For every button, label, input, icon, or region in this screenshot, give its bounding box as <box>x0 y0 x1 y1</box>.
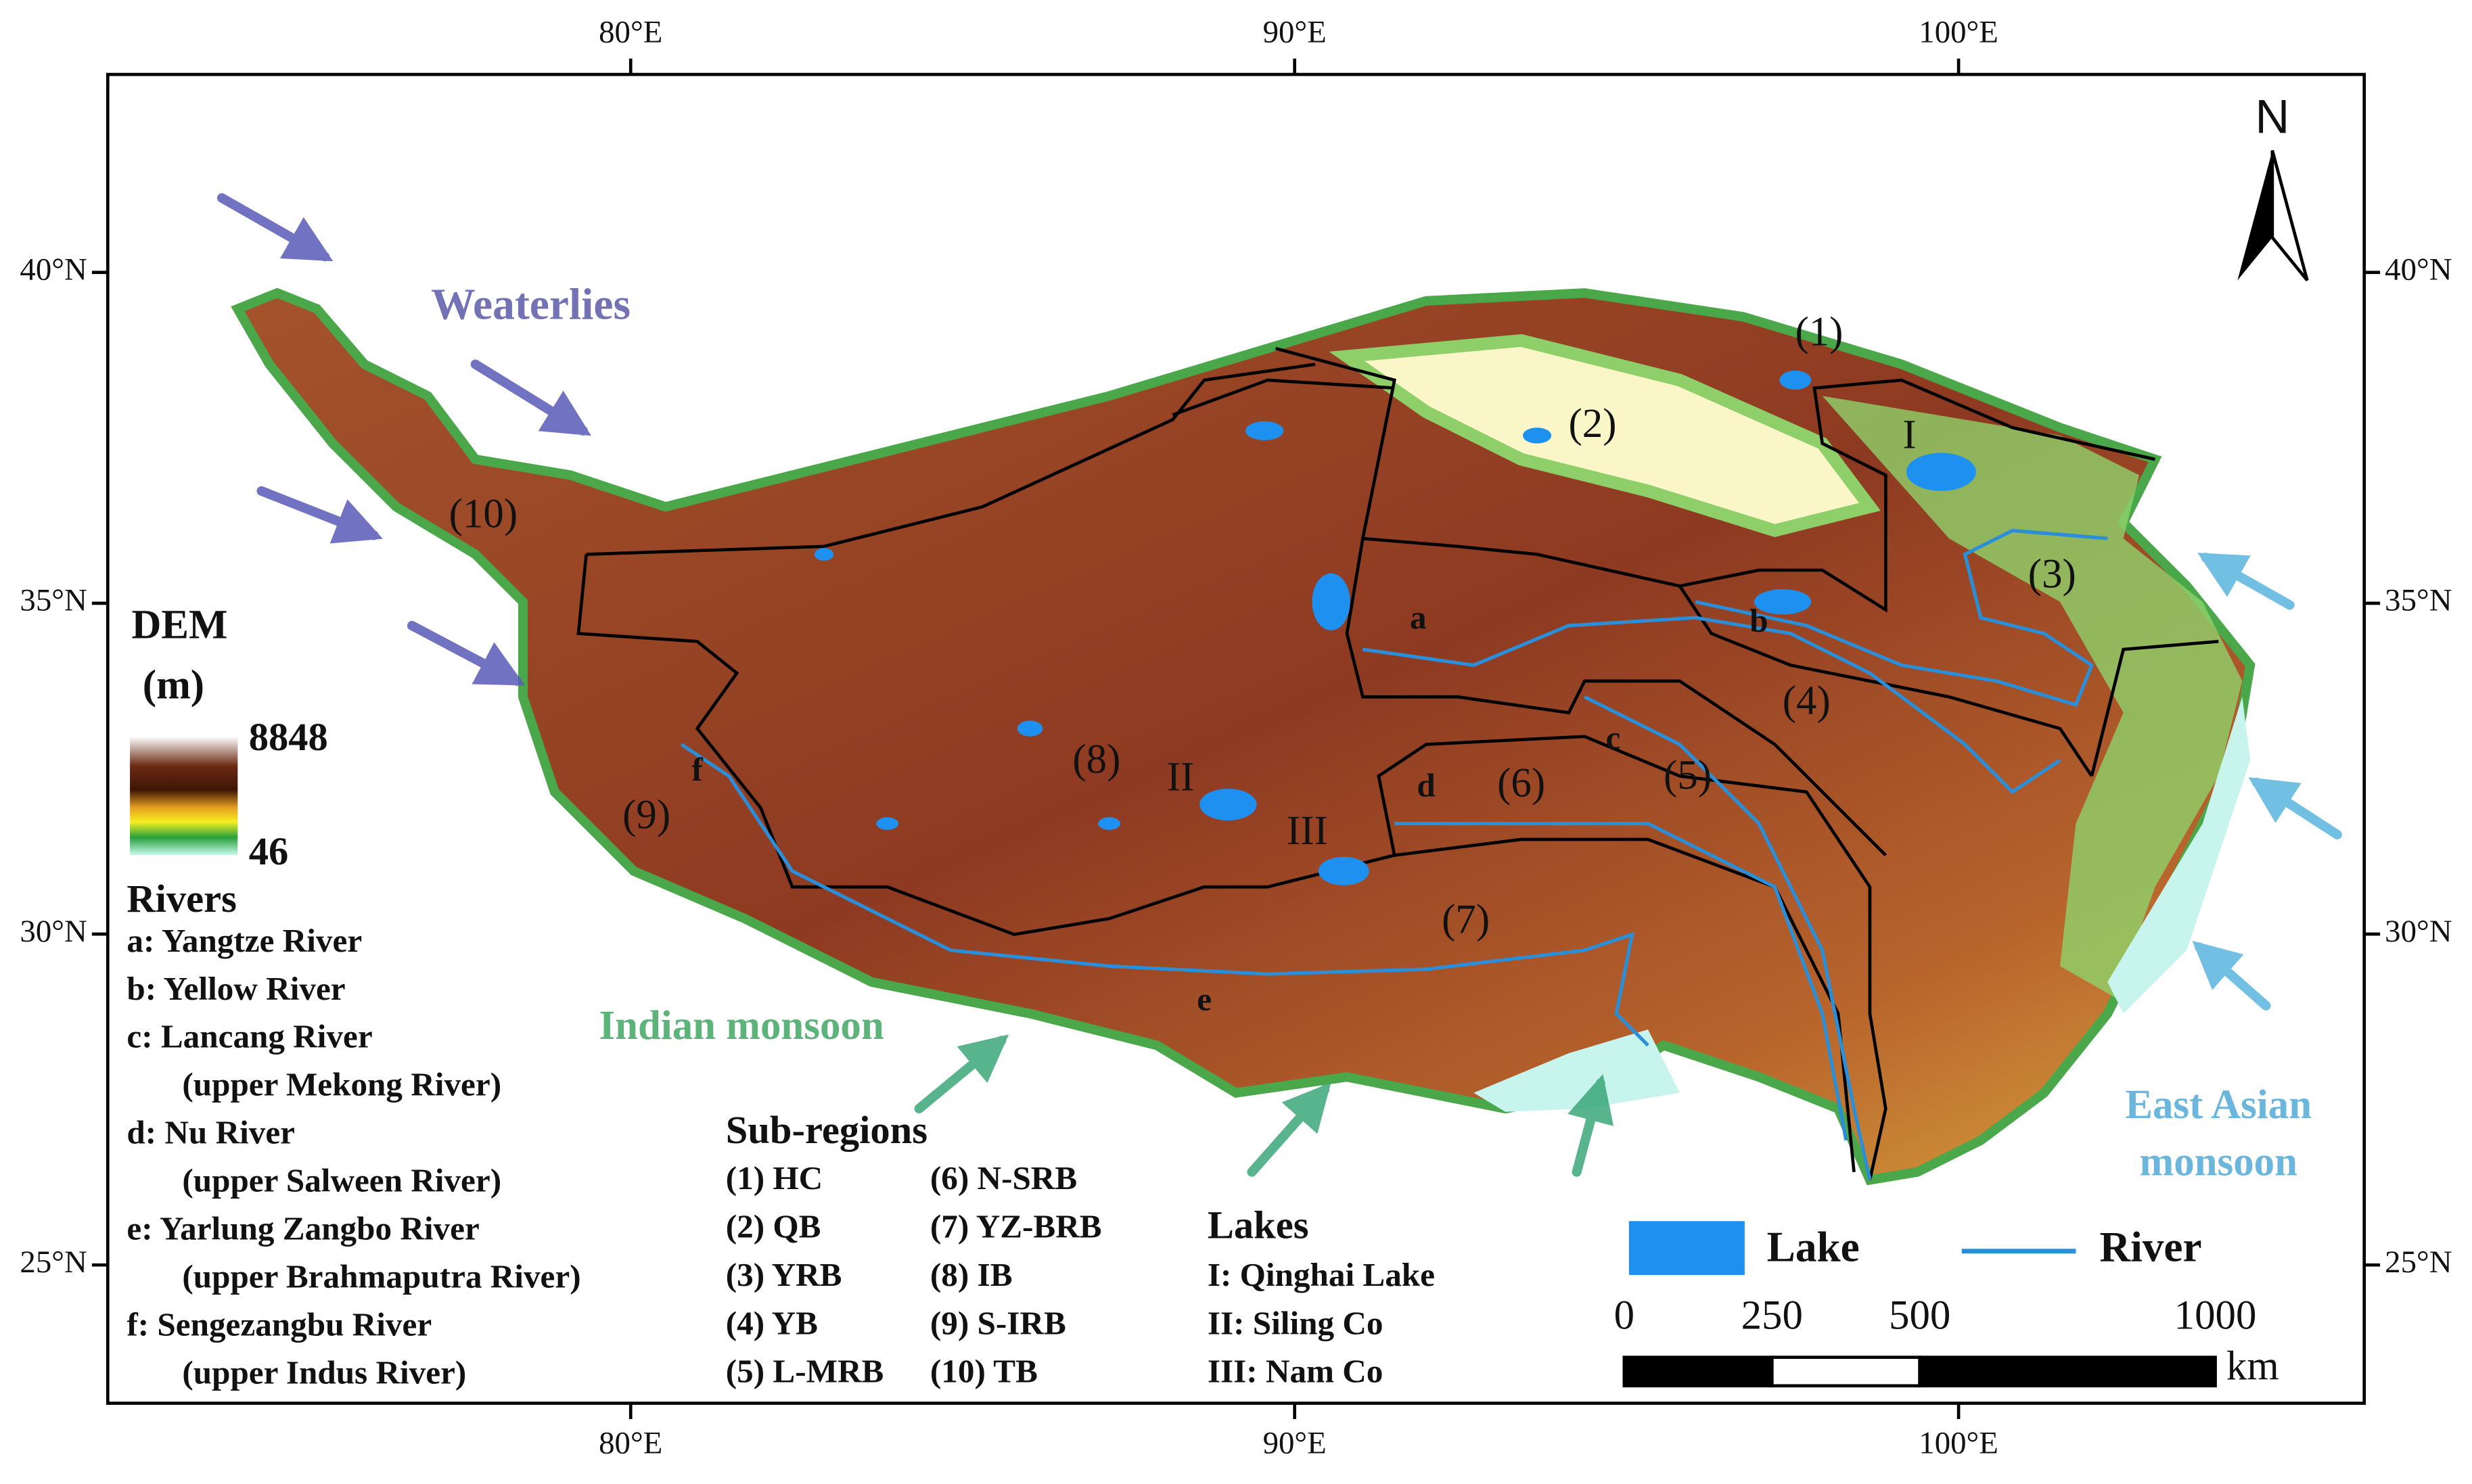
map-label: f <box>691 751 703 788</box>
lakes <box>814 370 1976 885</box>
river-item: a: Yangtze River <box>127 922 362 959</box>
map-label: (2) <box>1569 401 1617 446</box>
east-asian-label: monsoon <box>2139 1139 2297 1184</box>
river-item: (upper Salween River) <box>182 1162 501 1199</box>
lon-label: 100°E <box>1919 1426 1998 1461</box>
lat-label: 30°N <box>20 914 87 949</box>
indian-monsoon-label: Indian monsoon <box>599 1003 884 1048</box>
lakes-title: Lakes <box>1208 1203 1309 1247</box>
lon-label: 80°E <box>599 1426 662 1461</box>
river-key-label: River <box>2100 1223 2202 1270</box>
map-label: e <box>1197 980 1212 1017</box>
river-item: d: Nu River <box>127 1114 295 1151</box>
subregion-item: (8) IB <box>930 1256 1013 1293</box>
north-label: N <box>2255 90 2289 143</box>
rivers-title: Rivers <box>127 877 237 921</box>
map-label: (6) <box>1497 761 1545 806</box>
lat-label: 35°N <box>20 583 87 618</box>
map-label: c <box>1606 719 1621 756</box>
map-label: b <box>1749 602 1768 639</box>
subregion-item: (3) YRB <box>726 1256 842 1293</box>
map-label: a <box>1410 599 1427 636</box>
lake-key-label: Lake <box>1767 1223 1860 1270</box>
river-network <box>680 528 2108 1180</box>
subregion-item: (2) QB <box>726 1207 821 1245</box>
river-item: e: Yarlung Zangbo River <box>127 1210 479 1247</box>
subregion-item: (5) L-MRB <box>726 1353 884 1390</box>
wind-arrows <box>216 193 2342 1177</box>
subregion-item: (1) HC <box>726 1159 823 1197</box>
scale-label: 1000 <box>2174 1293 2257 1338</box>
dem-max: 8848 <box>249 715 328 759</box>
dem-colorbar <box>130 736 238 856</box>
scale-label: 250 <box>1741 1293 1803 1338</box>
subregion-item: (7) YZ-BRB <box>930 1207 1102 1245</box>
lon-label: 80°E <box>599 14 662 49</box>
subregions-title: Sub-regions <box>726 1108 928 1152</box>
subregion-item: (6) N-SRB <box>930 1159 1077 1197</box>
lon-label: 100°E <box>1919 14 1998 49</box>
map-label: (1) <box>1795 309 1843 354</box>
southeast-lowland <box>2107 697 2251 1014</box>
south-lowland <box>1473 1029 1680 1112</box>
map-label: (4) <box>1783 678 1831 724</box>
river-item: f: Sengezangbu River <box>127 1305 432 1343</box>
dem-title: DEM <box>131 603 227 648</box>
scale-segment <box>1622 1355 1774 1388</box>
map-label: (10) <box>449 492 518 537</box>
lake-key <box>1628 1221 1745 1275</box>
lat-label: 30°N <box>2385 914 2452 949</box>
subregion-item: (9) S-IRB <box>930 1304 1066 1341</box>
river-item: (upper Brahmaputra River) <box>182 1257 580 1295</box>
subregion-item: (4) YB <box>726 1304 818 1341</box>
east-asian-label: East Asian <box>2125 1082 2312 1128</box>
scale-label: 0 <box>1614 1293 1634 1338</box>
lon-label: 90°E <box>1263 1426 1327 1461</box>
lat-label: 40°N <box>2385 252 2452 287</box>
subregion-item: (10) TB <box>930 1353 1038 1390</box>
map-label: III <box>1287 808 1328 854</box>
river-item: (upper Mekong River) <box>182 1066 501 1103</box>
river-item: (upper Indus River) <box>182 1353 466 1391</box>
lat-label: 40°N <box>20 252 87 287</box>
lat-label: 35°N <box>2385 583 2452 618</box>
river-item: c: Lancang River <box>127 1018 372 1055</box>
lat-label: 25°N <box>2385 1245 2452 1280</box>
map-label: d <box>1417 766 1435 804</box>
scale-unit: km <box>2226 1343 2279 1389</box>
dem-min: 46 <box>249 829 289 873</box>
lake-item: III: Nam Co <box>1208 1353 1383 1390</box>
scale-segment <box>1918 1355 2217 1388</box>
lake-item: I: Qinghai Lake <box>1208 1256 1435 1293</box>
dem-title: (m) <box>143 663 204 708</box>
scale-label: 500 <box>1889 1293 1950 1338</box>
map-label: (7) <box>1442 897 1490 942</box>
lake-item: II: Siling Co <box>1208 1304 1383 1341</box>
map-label: (5) <box>1664 753 1712 798</box>
map-label: (9) <box>622 793 670 838</box>
scale-segment <box>1770 1355 1922 1388</box>
river-item: b: Yellow River <box>127 970 345 1007</box>
lat-label: 25°N <box>20 1245 87 1280</box>
map-label: I <box>1902 413 1916 458</box>
map-label: (3) <box>2028 552 2076 597</box>
map-label: (8) <box>1072 737 1120 783</box>
map-label: II <box>1167 754 1195 799</box>
westerlies-label: Weaterlies <box>431 281 631 329</box>
qaidam-basin <box>1329 333 1881 538</box>
east-lowland <box>1822 396 2243 998</box>
lon-label: 90°E <box>1263 14 1327 49</box>
